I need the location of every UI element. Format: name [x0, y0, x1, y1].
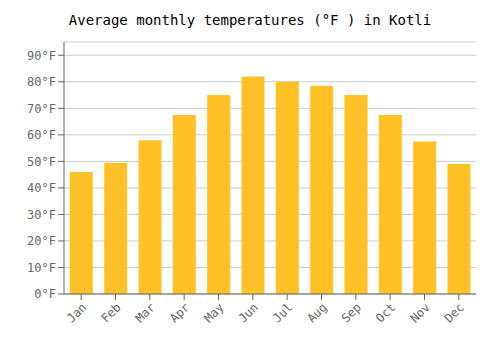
- svg-text:Jul: Jul: [270, 300, 295, 325]
- svg-text:70°F: 70°F: [27, 102, 56, 116]
- svg-text:Jun: Jun: [236, 300, 261, 325]
- svg-text:50°F: 50°F: [27, 155, 56, 169]
- svg-text:May: May: [201, 300, 226, 325]
- svg-text:Mar: Mar: [133, 300, 158, 325]
- svg-text:0°F: 0°F: [34, 287, 56, 301]
- svg-text:Sep: Sep: [339, 300, 364, 325]
- svg-text:20°F: 20°F: [27, 234, 56, 248]
- svg-text:30°F: 30°F: [27, 208, 56, 222]
- svg-text:80°F: 80°F: [27, 75, 56, 89]
- svg-text:Dec: Dec: [442, 300, 467, 325]
- svg-text:Apr: Apr: [167, 300, 192, 325]
- svg-text:40°F: 40°F: [27, 181, 56, 195]
- html-text:Average monthly temperatures (: Average monthly temperatures (°F ) in Ko…: [68, 12, 432, 28]
- svg-text:Aug: Aug: [304, 300, 329, 325]
- svg-text:Nov: Nov: [407, 300, 432, 325]
- svg-text:90°F: 90°F: [27, 49, 56, 63]
- svg-text:10°F: 10°F: [27, 261, 56, 275]
- svg-text:Feb: Feb: [98, 300, 123, 325]
- svg-text:Oct: Oct: [373, 300, 398, 325]
- svg-text:Jan: Jan: [64, 300, 89, 325]
- svg-text:60°F: 60°F: [27, 128, 56, 142]
